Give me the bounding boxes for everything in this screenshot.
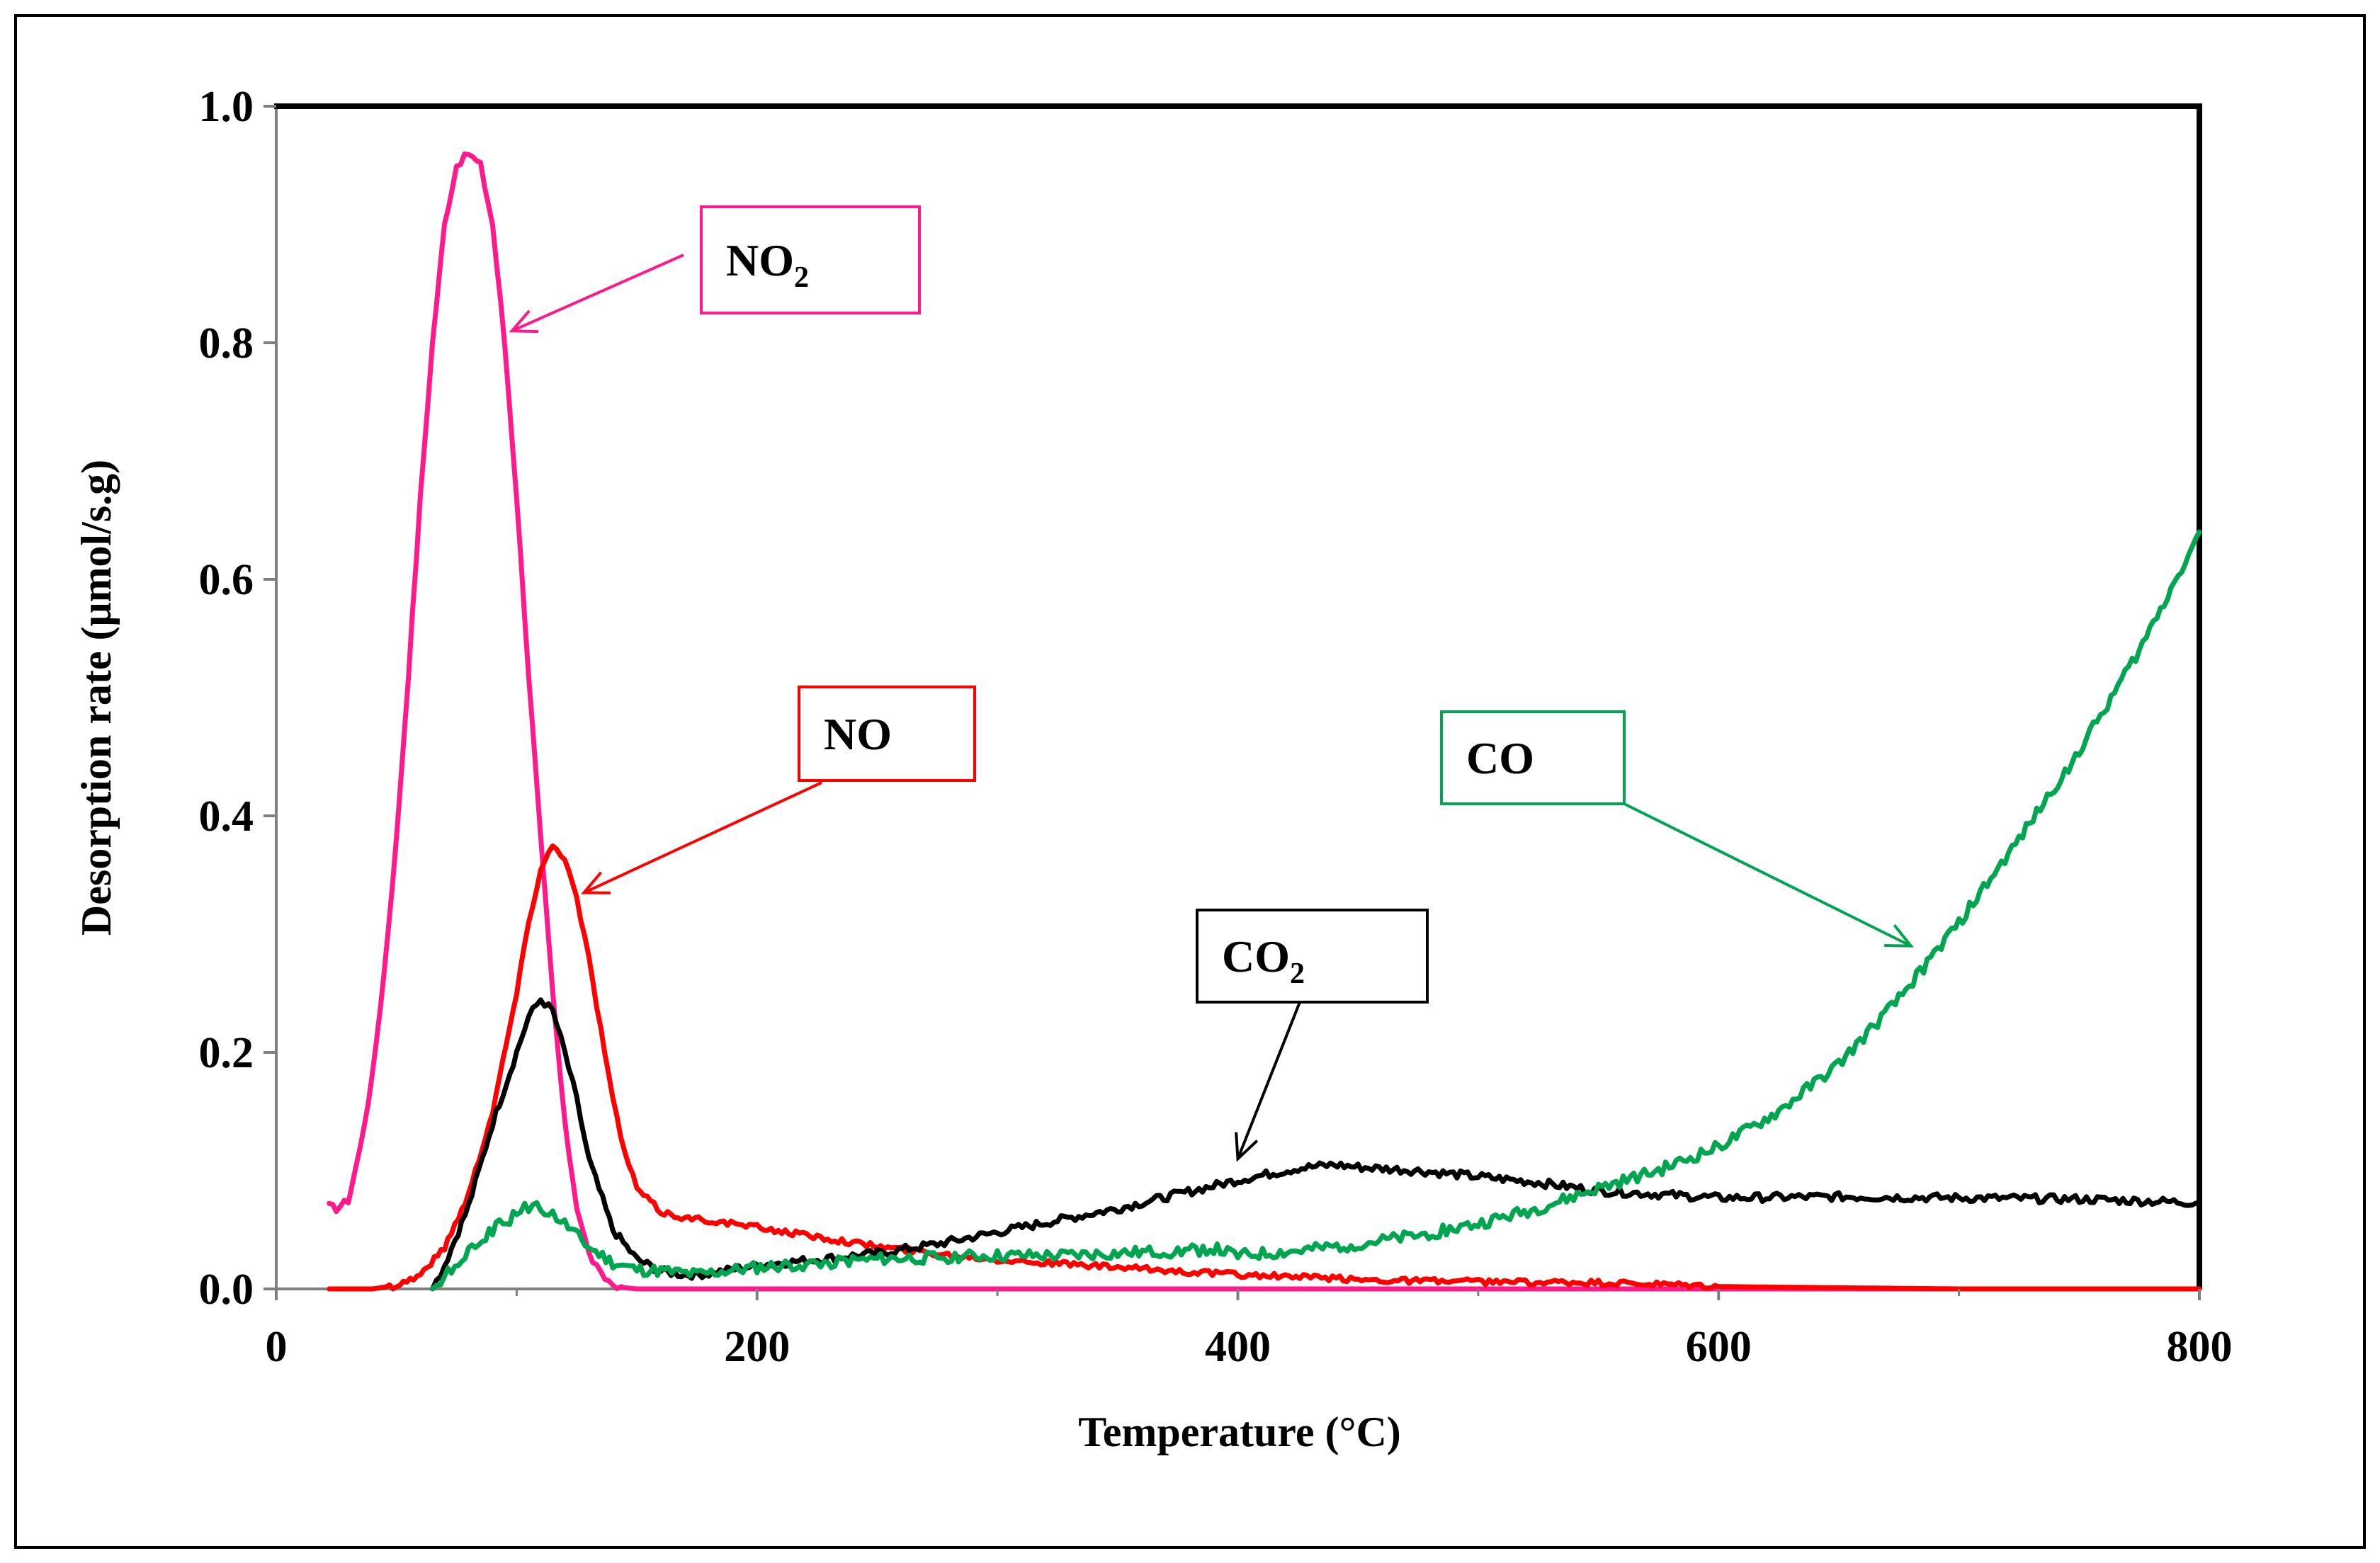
callout-box-co — [1440, 710, 1626, 805]
callout-no2: NO2 — [509, 205, 921, 334]
callout-box-co2 — [1196, 909, 1429, 1004]
callout-label-main: NO — [824, 709, 892, 759]
callout-box-no — [798, 686, 976, 782]
series-line-no — [327, 843, 2202, 1292]
callout-label-co: CO — [1466, 733, 1534, 783]
x-tick-label: 800 — [2167, 1323, 2233, 1371]
callout-label-main: CO — [1466, 733, 1534, 783]
callout-arrowhead-no — [581, 871, 611, 894]
series-layer — [327, 151, 2202, 1292]
callout-co2: CO2 — [1196, 909, 1429, 1162]
callout-arrowhead-no2 — [509, 309, 539, 334]
outer-border — [14, 14, 2366, 1549]
callout-label-co2: CO2 — [1222, 931, 1305, 990]
y-tick-label: 0.4 — [199, 792, 254, 841]
callout-arrowhead-co2 — [1235, 1132, 1259, 1162]
callout-label-no2: NO2 — [726, 235, 809, 294]
series-line-co2 — [430, 997, 2202, 1292]
y-tick-label: 0.8 — [199, 319, 254, 368]
x-tick-label: 400 — [1205, 1323, 1271, 1371]
callout-label-main: NO — [726, 235, 794, 285]
callout-arrowhead-co — [1884, 924, 1914, 948]
x-tick-label: 200 — [724, 1323, 790, 1371]
x-axis-title: Temperature (°C) — [1078, 1409, 1401, 1455]
callout-label-subscript: 2 — [794, 261, 809, 294]
series-line-co — [430, 529, 2202, 1292]
y-tick-label: 1.0 — [199, 83, 254, 131]
callout-arrow-no2 — [511, 254, 684, 333]
x-tick-label: 0 — [266, 1323, 288, 1371]
callout-label-main: CO — [1222, 931, 1290, 982]
y-axis-title: Desorption rate (μmol/s.g) — [73, 460, 120, 936]
callout-no: NO — [581, 686, 976, 894]
y-tick-label: 0.6 — [199, 556, 254, 604]
axes-layer: 0 200 400 600 800 0.0 0.2 0.4 0.6 0.8 1.0 — [199, 83, 2233, 1371]
callout-box-no2 — [700, 205, 921, 314]
callout-arrow-co — [1624, 802, 1912, 948]
callout-label-no: NO — [824, 709, 892, 759]
callout-arrow-no — [583, 781, 822, 894]
y-tick-label: 0.2 — [199, 1029, 254, 1077]
callout-arrow-co2 — [1236, 1001, 1301, 1160]
callout-co: CO — [1440, 710, 1914, 948]
callout-label-subscript: 2 — [1290, 957, 1305, 990]
y-tick-label: 0.0 — [199, 1266, 254, 1314]
x-tick-label: 600 — [1686, 1323, 1752, 1371]
